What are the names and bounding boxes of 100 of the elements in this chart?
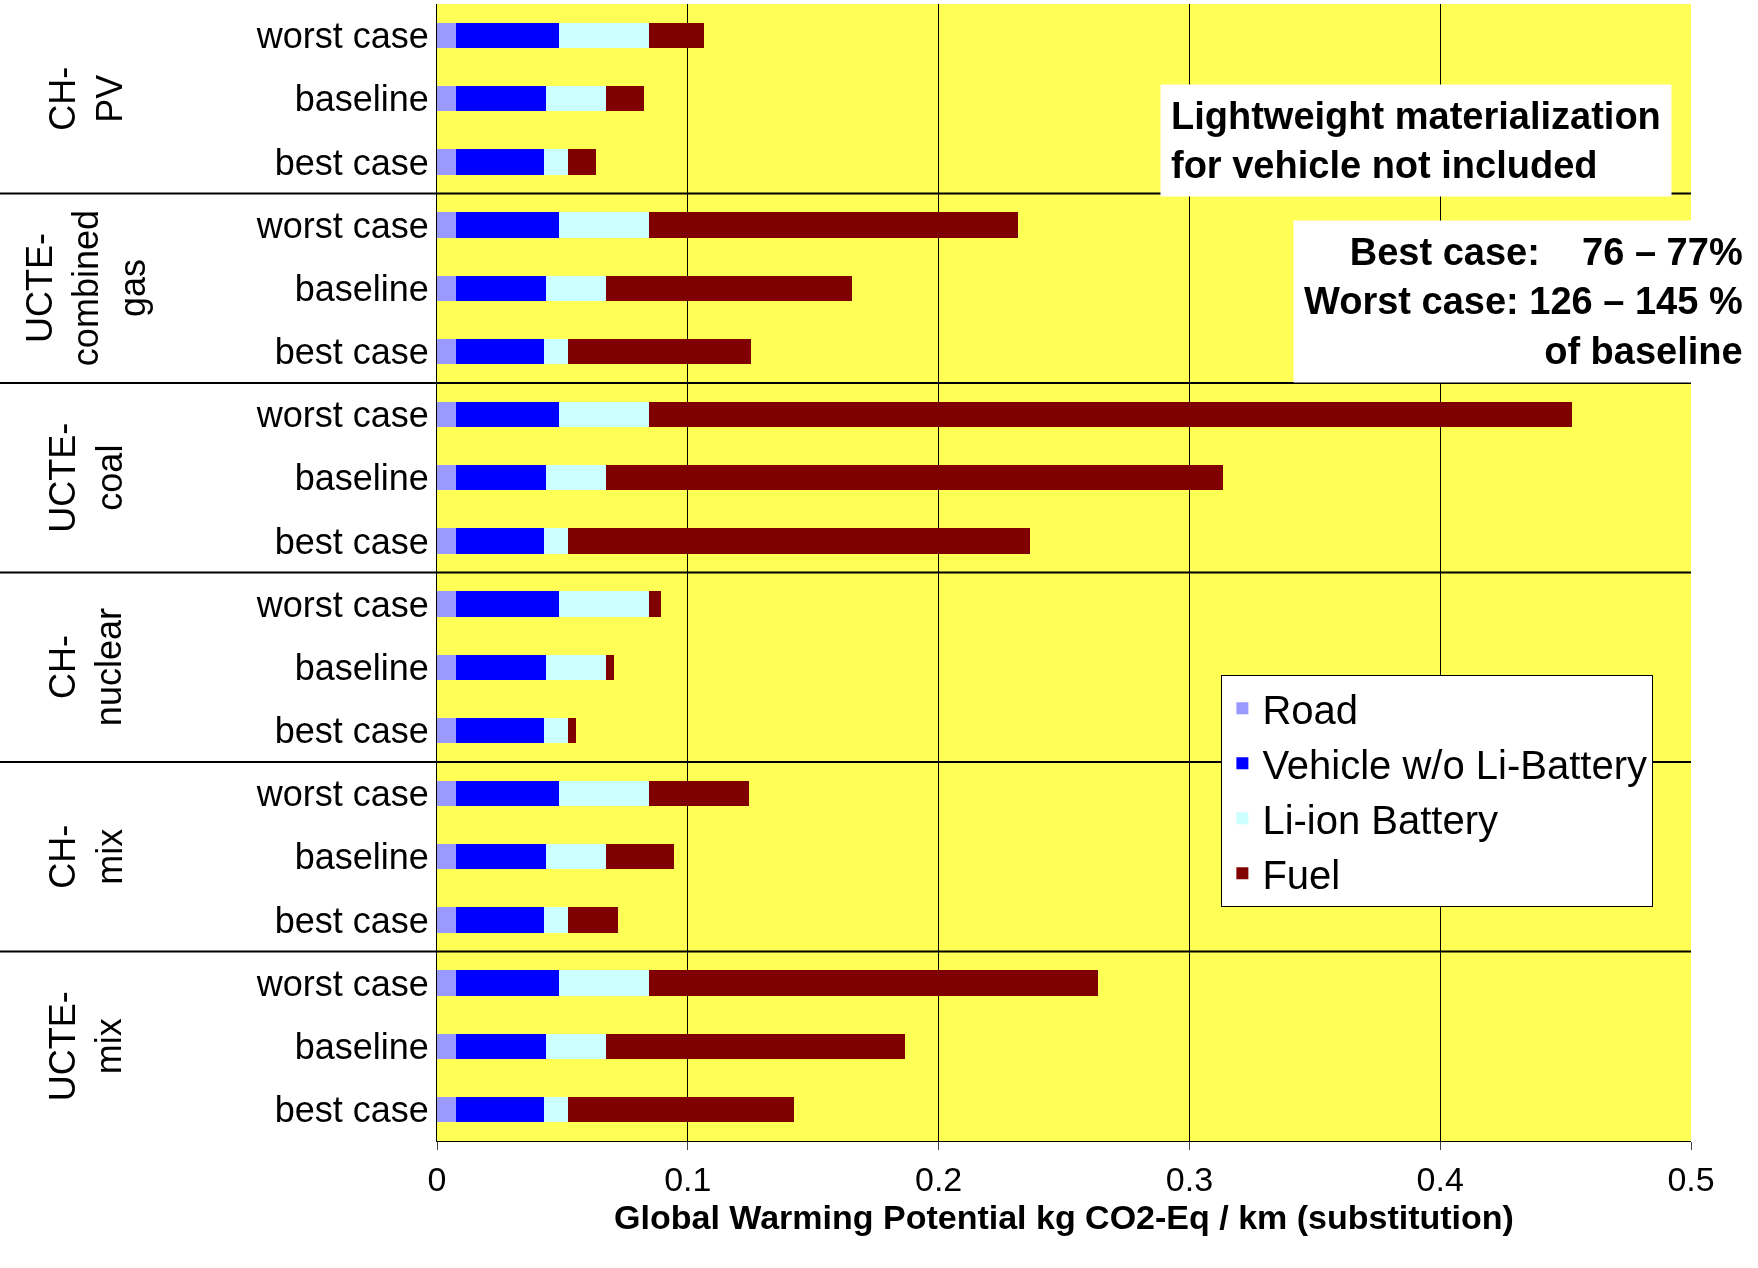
text: UCTE-combined gas <box>18 210 154 367</box>
y-tick-label: best case <box>274 899 429 941</box>
bar <box>545 844 607 870</box>
text: UCTE-mix <box>41 991 130 1102</box>
bar <box>437 212 457 238</box>
bar <box>456 1033 546 1059</box>
bar <box>456 528 544 554</box>
bar <box>437 22 457 49</box>
bar <box>456 654 546 680</box>
bar <box>437 338 457 365</box>
bar <box>437 970 457 996</box>
annotation: Lightweight materialization for vehicle not included <box>1171 95 1661 187</box>
bar <box>437 1096 457 1123</box>
bar <box>437 780 457 807</box>
y-tick-label: baseline <box>294 1025 429 1067</box>
bar <box>606 465 1224 491</box>
x-tick-label: 0.2 <box>914 1159 963 1198</box>
bar <box>456 591 560 617</box>
bar <box>568 1096 794 1123</box>
bar <box>568 149 596 175</box>
bar <box>456 465 546 491</box>
legend-label: Vehicle w/o Li-Battery <box>1262 742 1648 787</box>
legend-label: Li-ion Battery <box>1262 797 1499 842</box>
y-tick-label: worst case <box>255 204 429 246</box>
annotation: Best case: 76 – 77% Worst case: 126 – 145 % of baseline <box>1304 231 1743 372</box>
bar <box>437 844 457 870</box>
bar <box>606 844 675 870</box>
bar <box>437 654 457 680</box>
bar <box>606 275 853 301</box>
bar <box>456 212 560 238</box>
bar <box>568 528 1030 554</box>
bar <box>437 907 457 933</box>
x-tick-label: 0.1 <box>664 1159 712 1198</box>
bar <box>543 149 569 175</box>
bar <box>456 780 560 807</box>
y-tick-label: best case <box>274 1089 429 1131</box>
bar <box>545 86 607 112</box>
bar <box>648 212 1018 238</box>
bar <box>543 528 569 554</box>
bar <box>437 401 457 428</box>
bar <box>437 275 457 301</box>
bar <box>456 22 560 49</box>
bar <box>606 654 614 680</box>
bar <box>545 1033 607 1059</box>
bar <box>568 907 619 933</box>
bar <box>456 1096 544 1123</box>
bar <box>437 149 457 175</box>
bar <box>648 780 750 807</box>
bar <box>456 717 544 744</box>
bar <box>545 275 607 301</box>
y-tick-label: worst case <box>255 962 429 1004</box>
bar <box>543 717 569 744</box>
legend-label: Fuel <box>1262 852 1341 897</box>
bar <box>648 591 662 617</box>
y-tick-label: baseline <box>294 457 429 499</box>
bar <box>543 1096 569 1123</box>
bar <box>456 338 544 365</box>
bar <box>559 780 649 807</box>
bar <box>437 465 457 491</box>
y-tick-label: best case <box>274 141 429 183</box>
y-tick-label: worst case <box>255 15 429 57</box>
bar <box>437 528 457 554</box>
x-tick-label: 0.5 <box>1667 1159 1715 1198</box>
text: UCTE-coal <box>42 422 130 533</box>
bar <box>606 1033 905 1059</box>
bar <box>648 22 705 49</box>
y-tick-label: worst case <box>255 773 429 815</box>
bar <box>456 86 546 112</box>
bar <box>456 149 544 175</box>
y-tick-label: best case <box>274 710 429 752</box>
legend-label: Road <box>1262 687 1359 732</box>
bar <box>437 86 457 112</box>
y-tick-label: baseline <box>294 267 429 309</box>
bar <box>568 338 752 365</box>
x-tick-label: 0 <box>427 1159 447 1198</box>
bar <box>648 970 1098 996</box>
y-tick-label: baseline <box>294 836 429 878</box>
bar <box>543 338 569 365</box>
text: CH-nuclear <box>41 608 130 727</box>
bar <box>437 717 457 744</box>
bar <box>559 212 649 238</box>
bar <box>606 86 644 112</box>
y-tick-label: worst case <box>255 583 429 625</box>
bar <box>559 970 649 996</box>
x-tick-label: 0.3 <box>1165 1159 1214 1198</box>
y-tick-label: baseline <box>294 646 429 688</box>
bar <box>456 401 560 428</box>
bar <box>648 401 1572 428</box>
y-tick-label: baseline <box>294 78 429 120</box>
bar <box>437 591 457 617</box>
bar <box>543 907 569 933</box>
bar <box>456 844 546 870</box>
x-axis-title: Global Warming Potential kg CO2-Eq / km (substitution) <box>614 1197 1514 1236</box>
bar <box>456 907 544 933</box>
bar <box>456 275 546 301</box>
bar <box>568 717 576 744</box>
bar <box>456 970 560 996</box>
bar <box>559 591 649 617</box>
x-tick-label: 0.4 <box>1416 1159 1464 1198</box>
bar <box>559 401 649 428</box>
